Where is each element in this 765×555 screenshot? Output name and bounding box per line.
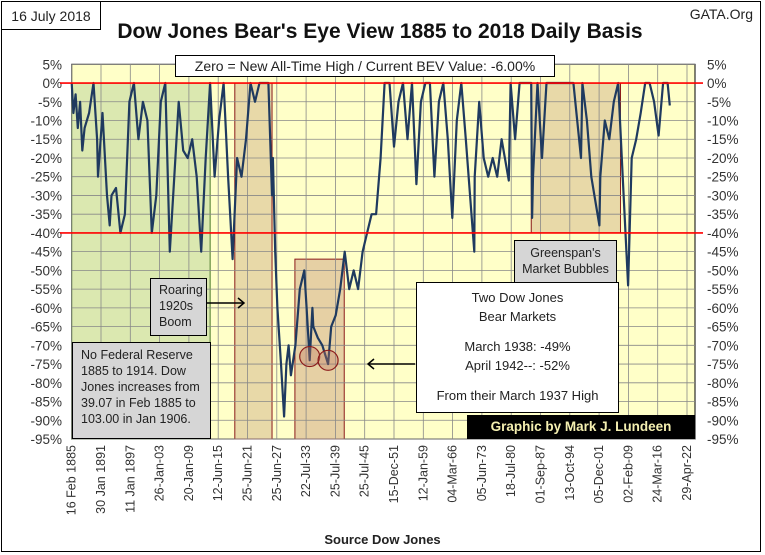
roaring-arrow-head [237,297,246,309]
x-tick-label: 11 Jan 1897 [123,445,137,513]
chart-subtitle: Zero = New All-Time High / Current BEV V… [175,55,555,77]
site-label: GATA.Org [689,6,753,22]
x-tick-label: 24-Mar-16 [651,445,665,503]
y-tick-label-right: -95% [707,432,739,447]
x-tick-label: 05-Jun-73 [475,445,489,501]
y-tick-label-right: 0% [707,76,727,91]
x-tick-label: 12-Jan-59 [416,445,430,501]
y-tick-label-left: 5% [42,57,62,72]
credit-label: Graphic by Mark J. Lundeen [467,415,695,439]
y-tick-label-left: -20% [30,151,62,166]
y-tick-label-left: -25% [30,170,62,185]
y-tick-label-right: -25% [707,170,739,185]
two-bear-markets-annotation: Two Dow Jones Bear Markets March 1938: -… [416,282,619,413]
y-tick-label-left: -15% [30,132,62,147]
y-tick-label-right: -10% [707,114,739,129]
annotation-line: 1885 to 1914. Dow [81,364,186,378]
x-tick-label: 15-Dec-51 [387,445,401,503]
bear-markets-arrow-head [366,358,375,370]
highlighted-low-circle [299,345,321,368]
y-tick-label-left: -5% [38,95,62,110]
x-tick-label: 16 Feb 1885 [65,445,79,515]
x-tick-label: 05-Dec-01 [592,445,606,503]
y-tick-label-right: -45% [707,245,739,260]
shaded-period [234,82,273,440]
annotation-line: Jones increases from [81,380,200,394]
annotation-line: Two Dow Jones [471,290,564,305]
annotation-line: From their March 1937 High [436,388,599,403]
y-tick-label-right: -90% [707,413,739,428]
annotation-line: Bear Markets [478,308,557,324]
y-tick-label-right: -60% [707,301,739,316]
y-tick-label-left: -45% [30,245,62,260]
y-tick-label-right: -40% [707,226,739,241]
y-tick-label-left: -95% [30,432,62,447]
y-tick-label-left: -65% [30,320,62,335]
y-tick-label-right: -50% [707,263,739,278]
y-tick-label-right: -20% [707,151,739,166]
y-tick-label-left: -30% [30,188,62,203]
y-tick-label-right: 5% [707,57,727,72]
x-tick-label: 02-Feb-09 [621,445,635,503]
x-tick-label: 26-Jan-03 [153,445,167,501]
annotation-line: March 1938: -49% [464,339,571,354]
roaring-1920s-annotation: Roaring 1920s Boom [150,278,207,336]
y-tick-label-right: -75% [707,357,739,372]
annotation-line: Market Bubbles [522,262,609,276]
x-tick-label: 25-Jun-21 [241,445,255,501]
y-tick-label-right: -35% [707,207,739,222]
annotation-line: No Federal Reserve [81,348,193,362]
y-tick-label-left: -10% [30,114,62,129]
x-tick-label: 25-Jul-39 [328,445,342,497]
y-tick-label-left: -80% [30,376,62,391]
y-tick-label-left: -50% [30,263,62,278]
y-tick-label-right: -65% [707,320,739,335]
annotation-line: Greenspan's [530,246,601,260]
x-tick-label: 12-Jun-15 [211,445,225,501]
y-tick-label-right: -80% [707,376,739,391]
y-tick-label-left: -85% [30,395,62,410]
x-tick-label: 30 Jan 1891 [94,445,108,514]
x-tick-label: 25-Jul-45 [358,445,372,497]
greenspan-annotation: Greenspan's Market Bubbles [514,240,617,283]
x-tick-label: 13-Oct-94 [563,445,577,501]
annotation-line: 103.00 in Jan 1906. [81,412,191,426]
x-tick-label: 18-Jul-80 [504,445,518,497]
y-tick-label-right: -55% [707,282,739,297]
y-tick-label-right: -5% [707,95,731,110]
x-tick-label: 04-Mar-66 [446,445,460,503]
y-tick-label-right: -15% [707,132,739,147]
x-tick-label: 29-Apr-22 [680,445,694,501]
annotation-line: Roaring [159,283,203,297]
annotation-line: Boom [159,315,192,329]
x-tick-label: 22-Jul-33 [299,445,313,497]
x-axis-label: Source Dow Jones [324,532,441,547]
no-federal-reserve-annotation: No Federal Reserve 1885 to 1914. Dow Jon… [72,342,211,439]
annotation-line: 1920s [159,299,194,313]
y-tick-label-left: -40% [30,226,62,241]
y-tick-label-right: -30% [707,188,739,203]
y-tick-label-right: -70% [707,338,739,353]
y-tick-label-left: -75% [30,357,62,372]
y-tick-label-left: -55% [30,282,62,297]
chart-title: Dow Jones Bear's Eye View 1885 to 2018 D… [117,20,643,43]
date-label: 16 July 2018 [1,1,101,30]
highlighted-low-circle [317,349,339,371]
y-tick-label-left: -35% [30,207,62,222]
x-tick-label: 25-Jun-27 [270,445,284,501]
y-tick-label-left: -70% [30,338,62,353]
annotation-line: 39.07 in Feb 1885 to [81,396,196,410]
y-tick-label-left: -60% [30,301,62,316]
y-tick-label-left: 0% [42,76,62,91]
annotation-line: April 1942--: -52% [465,357,570,373]
y-tick-label-left: -90% [30,413,62,428]
y-tick-label-right: -85% [707,395,739,410]
x-tick-label: 01-Sep-87 [534,445,548,503]
x-tick-label: 20-Jan-09 [182,445,196,501]
